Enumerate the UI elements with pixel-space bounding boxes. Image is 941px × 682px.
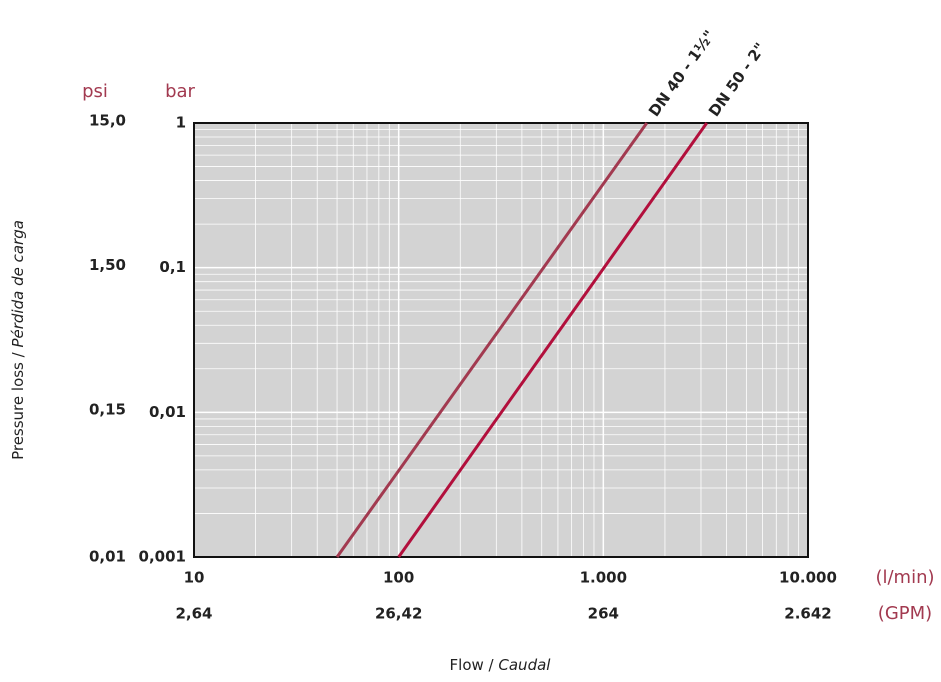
- y2-tick-label: 1,50: [89, 256, 126, 274]
- y2-tick-label: 0,15: [89, 401, 126, 419]
- y-tick-label: 1: [176, 114, 186, 132]
- y-axis-title-en: Pressure loss /: [9, 351, 27, 460]
- x-tick-label: 100: [383, 569, 414, 587]
- x-unit: (l/min): [875, 567, 934, 588]
- y2-unit: psi: [82, 81, 108, 102]
- y-tick-label: 0,001: [139, 548, 186, 566]
- x-axis-title: Flow / Caudal: [450, 656, 552, 674]
- y-axis-title: Pressure loss / Pérdida de carga: [9, 220, 27, 460]
- x2-unit: (GPM): [878, 603, 932, 624]
- x-tick-label: 1.000: [580, 569, 627, 587]
- x2-tick-label: 264: [588, 605, 619, 623]
- y-unit: bar: [165, 81, 195, 102]
- y-tick-label: 0,1: [159, 258, 186, 276]
- y-tick-label: 0,01: [149, 403, 186, 421]
- x-axis-title-en: Flow /: [450, 656, 495, 674]
- grid: [193, 122, 809, 558]
- x2-tick-label: 2.642: [784, 605, 831, 623]
- x-axis-title-es: Caudal: [498, 656, 551, 674]
- plot-border: [193, 122, 809, 558]
- x2-tick-label: 26,42: [375, 605, 422, 623]
- y-axis-title-es: Pérdida de carga: [9, 220, 27, 347]
- x-tick-label: 10.000: [779, 569, 837, 587]
- series-label: DN 50 - 2": [705, 39, 769, 120]
- x2-tick-label: 2,64: [175, 605, 212, 623]
- y2-tick-label: 0,01: [89, 548, 126, 566]
- series-line: [335, 122, 648, 558]
- plot-area: [194, 123, 808, 557]
- series-line: [397, 122, 708, 558]
- x-tick-label: 10: [184, 569, 205, 587]
- y2-tick-label: 15,0: [89, 111, 126, 129]
